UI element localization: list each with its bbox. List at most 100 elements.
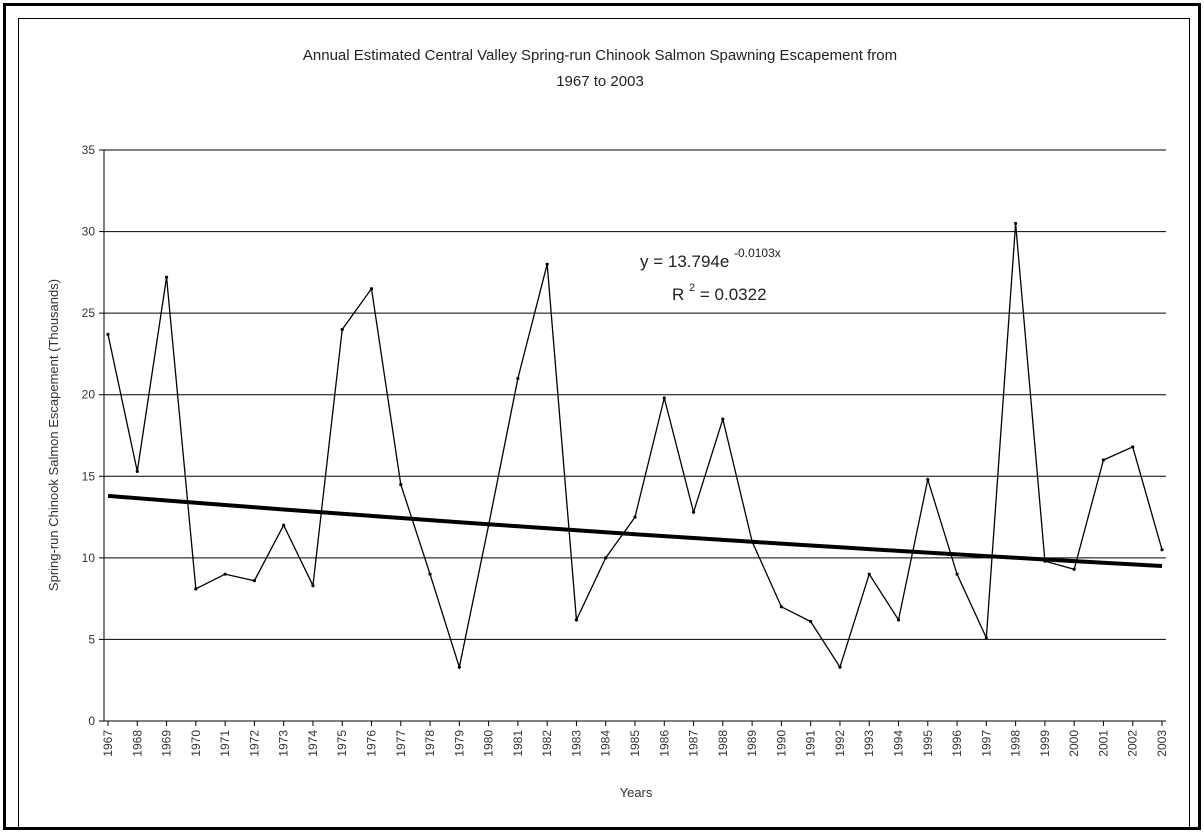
x-tick-label: 1984 <box>599 730 613 757</box>
x-tick-label: 1975 <box>335 730 349 757</box>
x-tick-label: 1978 <box>423 730 437 757</box>
data-point <box>896 618 901 622</box>
x-tick-label: 2003 <box>1155 730 1169 757</box>
svg-text:y = 13.794e -0.0103x: y = 13.794e -0.0103x <box>640 246 781 271</box>
x-tick-label: 1968 <box>130 730 144 757</box>
data-point <box>516 376 520 380</box>
data-point <box>282 523 286 527</box>
trend-line <box>107 493 1163 569</box>
data-point <box>662 396 666 400</box>
x-tick-label: 2002 <box>1126 730 1140 757</box>
x-tick-label: 1993 <box>862 730 876 757</box>
x-tick-label: 1980 <box>482 730 496 757</box>
svg-text:R 2 = 0.0322: R 2 = 0.0322 <box>672 276 767 304</box>
y-tick-label: 5 <box>88 632 95 646</box>
equation-base: y = 13.794e <box>640 252 729 271</box>
y-tick-label: 10 <box>82 551 96 565</box>
data-point <box>721 417 725 421</box>
gridlines <box>104 149 1166 640</box>
data-point <box>1160 548 1164 552</box>
x-tick-label: 1970 <box>189 730 203 757</box>
data-point <box>604 556 608 560</box>
x-tick-label: 1974 <box>306 730 320 757</box>
r2-superscript: 2 <box>689 282 695 294</box>
data-point <box>984 636 988 640</box>
data-point <box>399 482 403 487</box>
r2-label: R <box>672 285 684 304</box>
y-axis-title: Spring-run Chinook Salmon Escapement (Th… <box>46 279 61 591</box>
data-point <box>369 287 374 291</box>
x-tick-label: 1973 <box>277 730 291 757</box>
x-tick-label: 1967 <box>101 730 115 757</box>
y-tick-label: 25 <box>82 306 96 320</box>
x-tick-label: 1986 <box>657 730 671 757</box>
data-point <box>691 510 696 514</box>
data-point <box>135 469 139 473</box>
data-point <box>311 583 315 588</box>
x-axis-title: Years <box>620 785 653 800</box>
chart-title: Annual Estimated Central Valley Spring-r… <box>303 47 897 64</box>
chart-subtitle: 1967 to 2003 <box>556 73 644 90</box>
r2-value: = 0.0322 <box>700 285 767 304</box>
data-point <box>926 477 930 482</box>
x-tick-label: 1969 <box>160 730 174 757</box>
data-point <box>750 539 754 544</box>
data-point <box>223 572 227 576</box>
x-tick-label: 1995 <box>921 730 935 757</box>
x-axis-ticks: 1967 1968 1969 1970 1971 1972 1973 1974 1975 1976… <box>101 721 1169 757</box>
data-point <box>457 665 461 669</box>
trendline-equation: y = 13.794e -0.0103x R 2 = 0.0322 <box>640 246 781 304</box>
x-tick-label: 1988 <box>716 730 730 757</box>
y-axis-ticks: 0 5 10 15 20 25 30 35 <box>82 143 104 728</box>
data-point <box>838 665 842 669</box>
x-tick-label: 1989 <box>745 730 759 757</box>
data-point <box>574 618 579 622</box>
y-tick-label: 15 <box>82 469 96 483</box>
y-tick-label: 35 <box>82 143 96 157</box>
x-tick-label: 2001 <box>1096 730 1110 757</box>
data-point <box>194 587 198 591</box>
y-tick-label: 0 <box>88 714 95 728</box>
data-point <box>164 275 169 279</box>
data-point <box>1014 221 1018 226</box>
data-point <box>252 579 256 583</box>
data-point <box>340 327 344 332</box>
data-point <box>955 572 959 576</box>
data-point <box>1043 559 1047 563</box>
data-point <box>1072 567 1076 571</box>
data-point <box>867 572 871 576</box>
data-point <box>428 572 432 576</box>
y-tick-label: 30 <box>82 225 96 239</box>
chart-area <box>18 18 1190 829</box>
equation-exponent: -0.0103x <box>734 246 781 260</box>
series-line <box>107 223 1163 670</box>
x-tick-label: 1982 <box>540 730 554 757</box>
x-tick-label: 1983 <box>569 730 583 757</box>
data-points <box>106 221 1164 669</box>
data-point <box>779 605 783 609</box>
x-tick-label: 1976 <box>365 730 379 757</box>
x-tick-label: 1990 <box>774 730 788 757</box>
x-tick-label: 1977 <box>394 730 408 757</box>
x-tick-label: 2000 <box>1067 730 1081 757</box>
data-point <box>106 332 110 336</box>
x-tick-label: 1994 <box>892 730 906 757</box>
y-tick-label: 20 <box>82 388 96 402</box>
x-tick-label: 1981 <box>511 730 525 757</box>
data-point <box>1131 445 1135 449</box>
x-tick-label: 1991 <box>804 730 818 757</box>
data-point <box>1101 458 1106 462</box>
x-tick-label: 1992 <box>833 730 847 757</box>
x-tick-label: 1998 <box>1009 730 1023 757</box>
x-tick-label: 1999 <box>1038 730 1052 757</box>
data-point <box>545 262 549 266</box>
x-tick-label: 1979 <box>452 730 466 757</box>
data-point <box>487 523 491 527</box>
x-tick-label: 1987 <box>687 730 701 757</box>
data-point <box>809 619 813 624</box>
data-point <box>633 515 637 519</box>
x-tick-label: 1985 <box>628 730 642 757</box>
x-tick-label: 1972 <box>247 730 261 757</box>
x-tick-label: 1971 <box>218 730 232 757</box>
